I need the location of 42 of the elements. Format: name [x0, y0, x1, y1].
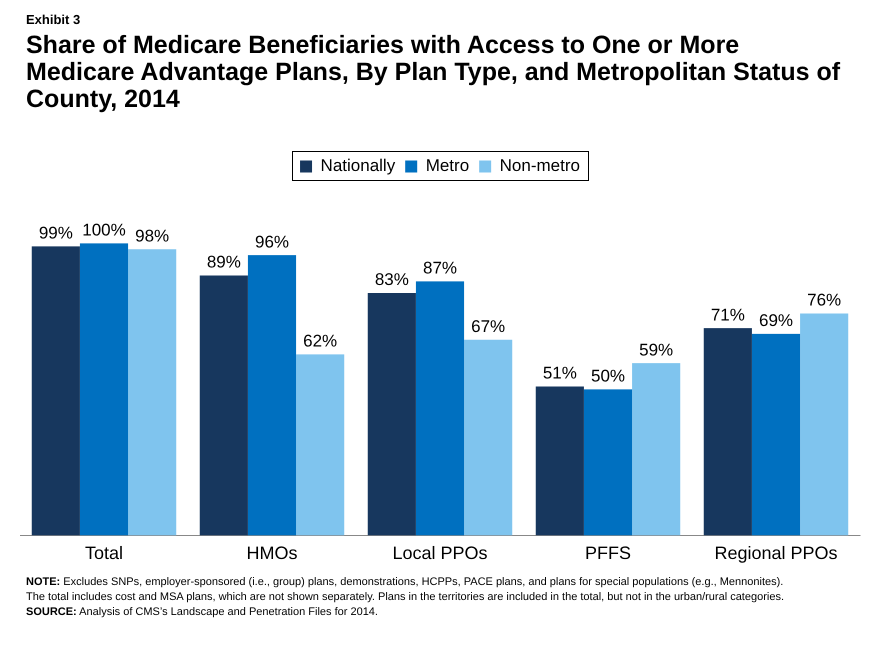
data-label: 87% [422, 258, 458, 278]
x-tick-label: PFFS [584, 543, 632, 564]
bar [416, 281, 464, 536]
bar [464, 340, 512, 536]
data-label: 59% [639, 340, 674, 360]
data-label: 98% [135, 226, 170, 246]
legend-label: Non-metro [500, 156, 580, 176]
bar [704, 328, 752, 536]
bar [80, 243, 128, 536]
data-label: 67% [471, 316, 506, 336]
bar [752, 334, 800, 536]
bar [32, 246, 80, 536]
legend-label: Metro [426, 156, 470, 176]
x-tick-label: Local PPOs [392, 543, 488, 564]
x-tick-label: HMOs [246, 543, 298, 564]
text: NOTE: Excludes SNPs, employer-sponsored (i.e., group) plans, demonstrations, HCPPs, PACE plans, and plans for special populations (e.g., Mennonites). The total includes cost and MSA plans, which are not shown separately. Plans in the territories are included in the total, but not in the urban/rural categories. [26, 575, 786, 605]
bar [248, 255, 296, 536]
x-tick-label: Regional PPOs [714, 543, 838, 564]
bar [128, 249, 176, 536]
data-label: 99% [38, 224, 73, 243]
chart-title: Share of Medicare Beneficiaries with Access to One or More Medicare Advantage Plans, By Plan Type, and Metropolitan Status of County, 2014 [26, 31, 841, 113]
bar [368, 293, 416, 536]
source-note: SOURCE: Analysis of CMS’s Landscape and Penetration Files for 2014. [26, 605, 379, 620]
bar [800, 313, 848, 536]
data-label: 83% [374, 270, 409, 290]
data-label: 69% [758, 311, 794, 330]
bar [584, 389, 632, 536]
data-label: 50% [590, 366, 626, 386]
data-label: 76% [807, 290, 842, 310]
data-label: 71% [710, 305, 745, 324]
data-label: 100% [82, 220, 126, 240]
data-label: 96% [254, 232, 290, 252]
bar [536, 386, 584, 536]
data-label: 62% [303, 332, 338, 351]
bar [296, 354, 344, 536]
x-tick-label: Total [84, 543, 124, 564]
legend-label: Nationally [320, 156, 396, 176]
data-label: 51% [542, 364, 577, 383]
text: Exhibit 3 [26, 12, 80, 27]
data-label: 89% [206, 252, 241, 272]
bar [632, 363, 680, 536]
bar [200, 276, 248, 536]
